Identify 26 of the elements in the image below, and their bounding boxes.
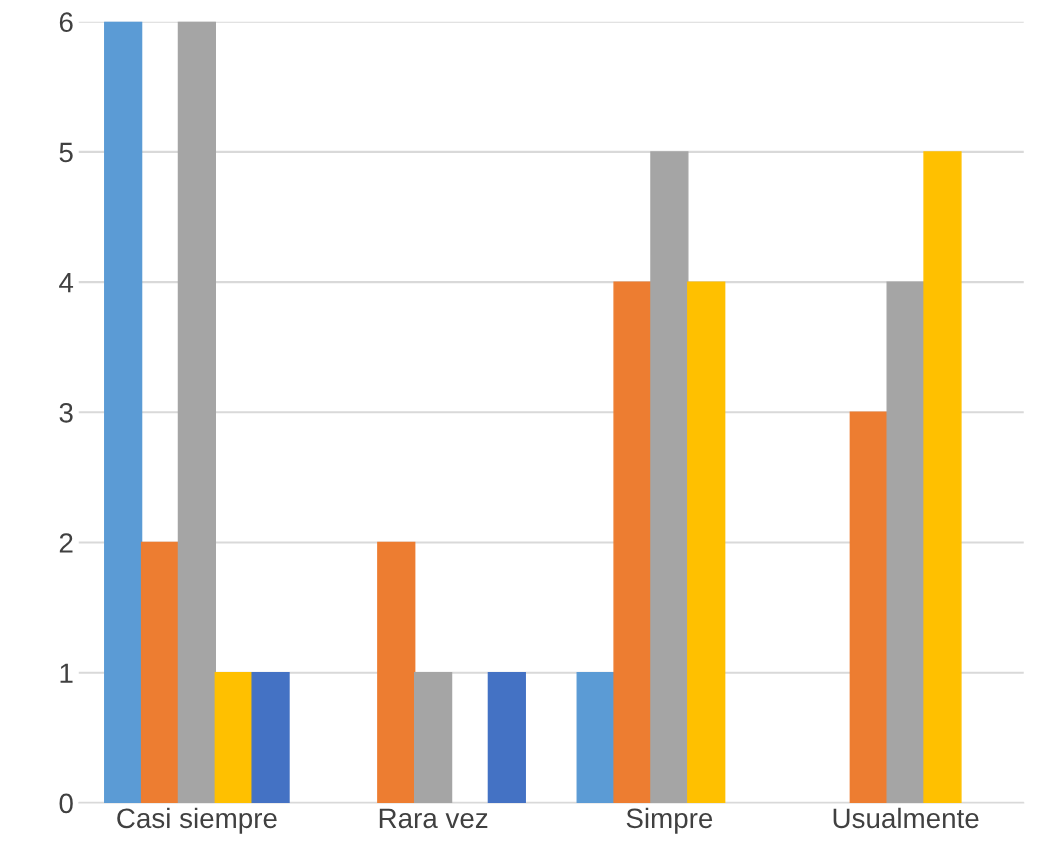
x-tick-label: Casi siempre	[117, 807, 277, 834]
bar	[613, 281, 652, 803]
bar	[214, 672, 253, 803]
bar	[849, 411, 888, 803]
bar	[650, 151, 689, 803]
bar	[687, 281, 726, 803]
bar	[140, 541, 180, 803]
bar	[487, 672, 526, 803]
x-tick-label: Usualmente	[833, 807, 979, 829]
y-tick-label: 0	[59, 793, 73, 814]
bar	[104, 21, 143, 803]
bar	[251, 672, 290, 803]
bar	[414, 672, 453, 803]
x-tick-label: Simpre	[626, 807, 713, 834]
bar	[923, 151, 962, 803]
y-tick-label: 5	[59, 142, 73, 163]
bar	[576, 672, 615, 803]
bar	[886, 281, 925, 803]
y-tick-label: 4	[59, 273, 74, 293]
y-tick-label: 2	[59, 533, 73, 553]
bar	[377, 541, 416, 803]
y-tick-label: 3	[59, 402, 73, 423]
y-tick-label: 1	[60, 663, 73, 683]
bar	[177, 21, 216, 803]
y-tick-label: 6	[59, 12, 73, 33]
x-tick-label: Rara vez	[379, 808, 488, 829]
